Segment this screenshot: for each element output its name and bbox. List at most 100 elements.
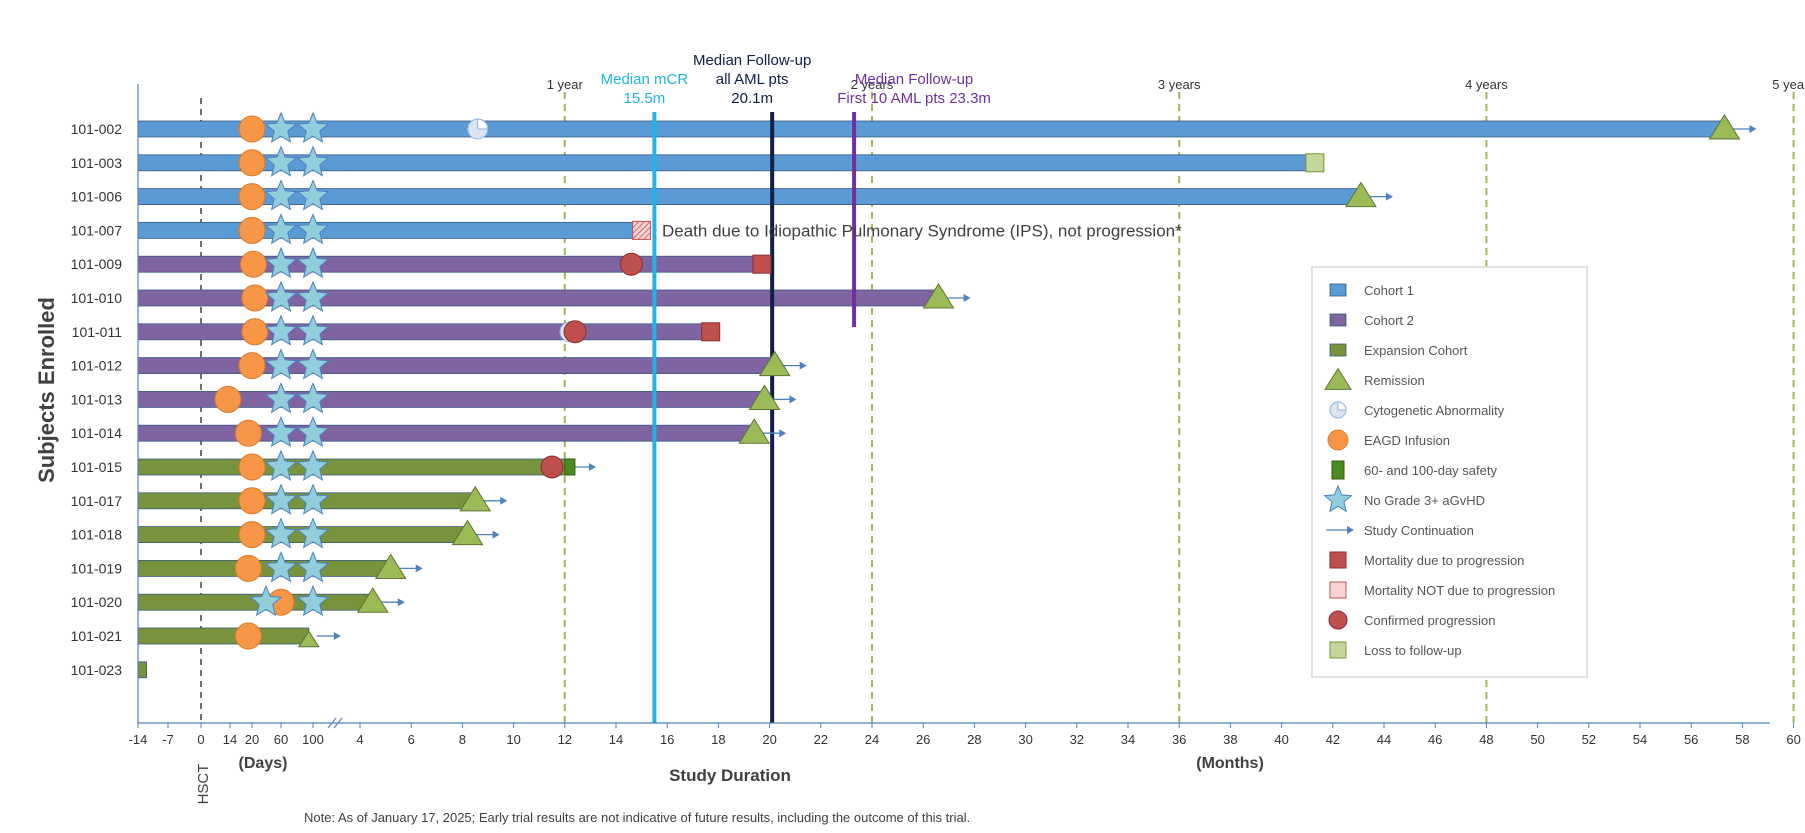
infusion-marker-101-015 xyxy=(238,453,266,481)
markers-101-018 xyxy=(238,517,500,549)
year-label-2: 2 years xyxy=(851,77,894,92)
month-tick-label-60: 60 xyxy=(1786,732,1800,747)
arrow-head xyxy=(333,632,341,640)
arrow-head xyxy=(588,463,596,471)
continuation-arrow-101-015 xyxy=(571,463,596,471)
row-label-101-021: 101-021 xyxy=(71,628,123,644)
agvhd-star-101-014-1 xyxy=(264,415,298,448)
legend-swatch-safety xyxy=(1331,460,1345,480)
arrow-head xyxy=(963,294,971,302)
month-tick-label-12: 12 xyxy=(558,732,572,747)
row-label-101-019: 101-019 xyxy=(71,560,123,576)
agvhd-star-101-012-2 xyxy=(296,348,330,380)
agvhd-star-101-012-1 xyxy=(264,348,298,380)
bar-101-014 xyxy=(137,424,755,442)
x-axis-title: Study Duration xyxy=(669,766,791,785)
infusion-marker-101-006 xyxy=(238,183,266,211)
arrow-head xyxy=(492,530,500,539)
footnote: Note: As of January 17, 2025; Early tria… xyxy=(304,810,970,825)
legend-label-cytogenetic: Cytogenetic Abnormality xyxy=(1364,403,1505,418)
legend-swatch-mortality-not xyxy=(1329,581,1347,599)
year-label-3: 3 years xyxy=(1158,77,1201,92)
row-label-101-007: 101-007 xyxy=(71,222,123,238)
markers-101-009 xyxy=(239,246,772,279)
continuation-arrow-101-002 xyxy=(1732,125,1757,133)
infusion-marker-101-009 xyxy=(239,250,267,278)
month-tick-label-16: 16 xyxy=(660,732,674,747)
agvhd-star-101-010-2 xyxy=(296,280,330,312)
median-label-3-line-1: Median Follow-up xyxy=(855,71,973,88)
month-tick-label-54: 54 xyxy=(1633,732,1647,747)
axis-break-2 xyxy=(333,717,343,729)
loss-square-101-003 xyxy=(1305,153,1325,173)
day-tick-label-5: 20 xyxy=(245,732,259,747)
agvhd-star-101-007-1 xyxy=(264,213,298,245)
median-label-2-line-1: Median Follow-up xyxy=(693,52,811,69)
legend-item-infusion: EAGD Infusion xyxy=(1327,429,1450,451)
bar-101-012 xyxy=(137,357,776,375)
legend-swatch-cohort2 xyxy=(1329,313,1347,327)
markers-101-003 xyxy=(238,145,1325,177)
legend-label-mortality: Mortality due to progression xyxy=(1364,553,1524,568)
month-tick-label-24: 24 xyxy=(865,732,879,747)
arrow-head xyxy=(415,564,423,573)
remission-triangle-101-014 xyxy=(738,418,771,444)
row-label-101-009: 101-009 xyxy=(71,256,123,272)
legend-item-mortality-not: Mortality NOT due to progression xyxy=(1329,581,1555,599)
agvhd-star-101-010-1 xyxy=(264,280,298,312)
month-tick-label-50: 50 xyxy=(1530,732,1544,747)
safety-marker-101-015 xyxy=(564,458,576,476)
legend-label-cohort2: Cohort 2 xyxy=(1364,313,1414,328)
year-label-5: 5 years xyxy=(1772,77,1805,92)
row-label-101-011: 101-011 xyxy=(72,324,123,340)
median-label-2-line-3: 20.1m xyxy=(731,90,773,107)
continuation-arrow-101-017 xyxy=(483,496,508,505)
legend-item-remission: Remission xyxy=(1324,367,1425,390)
infusion-marker-101-010 xyxy=(241,284,269,312)
legend-item-arrow: Study Continuation xyxy=(1326,523,1474,538)
agvhd-star-101-007-2 xyxy=(296,213,330,245)
remission-triangle-101-018 xyxy=(451,519,484,546)
ips-annotation: Death due to Idiopathic Pulmonary Syndro… xyxy=(662,221,1182,240)
arrow-head xyxy=(397,598,405,607)
month-tick-label-22: 22 xyxy=(814,732,828,747)
row-label-101-013: 101-013 xyxy=(71,391,123,407)
continuation-arrow-101-010 xyxy=(946,294,971,302)
arrow-head xyxy=(1385,192,1393,201)
month-tick-label-14: 14 xyxy=(609,732,623,747)
remission-triangle-101-017 xyxy=(459,485,492,512)
bar-101-002 xyxy=(137,120,1725,138)
legend-swatch-remission xyxy=(1324,367,1352,390)
markers-101-013 xyxy=(214,382,797,414)
infusion-marker-101-021 xyxy=(234,622,262,650)
day-tick-label-3: 0 xyxy=(197,732,204,747)
legend-item-mortality: Mortality due to progression xyxy=(1329,551,1524,569)
month-tick-label-58: 58 xyxy=(1735,732,1749,747)
bar-101-011 xyxy=(137,323,712,341)
continuation-arrow-101-012 xyxy=(782,361,807,370)
infusion-marker-101-019 xyxy=(234,554,262,582)
month-tick-label-34: 34 xyxy=(1121,732,1135,747)
row-label-101-018: 101-018 xyxy=(71,527,123,543)
legend-swatch-cytogenetic xyxy=(1329,401,1347,419)
legend-swatch-star xyxy=(1323,484,1353,513)
median-label-2-line-2: all AML pts xyxy=(716,71,789,88)
year-label-1: 1 year xyxy=(547,77,584,92)
continuation-arrow-101-014 xyxy=(762,429,787,438)
agvhd-star-101-014-2 xyxy=(296,415,330,448)
year-label-4: 4 years xyxy=(1465,77,1508,92)
remission-triangle-101-010 xyxy=(922,283,955,309)
markers-101-007 xyxy=(238,213,652,245)
markers-101-011 xyxy=(241,314,721,346)
month-tick-label-short-2: 6 xyxy=(408,732,415,747)
infusion-marker-101-007 xyxy=(238,216,266,244)
arrow-head xyxy=(789,395,797,404)
remission-triangle-101-013 xyxy=(748,384,781,410)
legend-item-cohort2: Cohort 2 xyxy=(1329,313,1414,328)
markers-101-020 xyxy=(249,584,405,617)
remission-triangle-101-020 xyxy=(356,587,389,613)
infusion-marker-101-017 xyxy=(238,487,266,515)
agvhd-star-101-018-2 xyxy=(296,517,330,549)
agvhd-star-101-011-1 xyxy=(264,314,298,346)
